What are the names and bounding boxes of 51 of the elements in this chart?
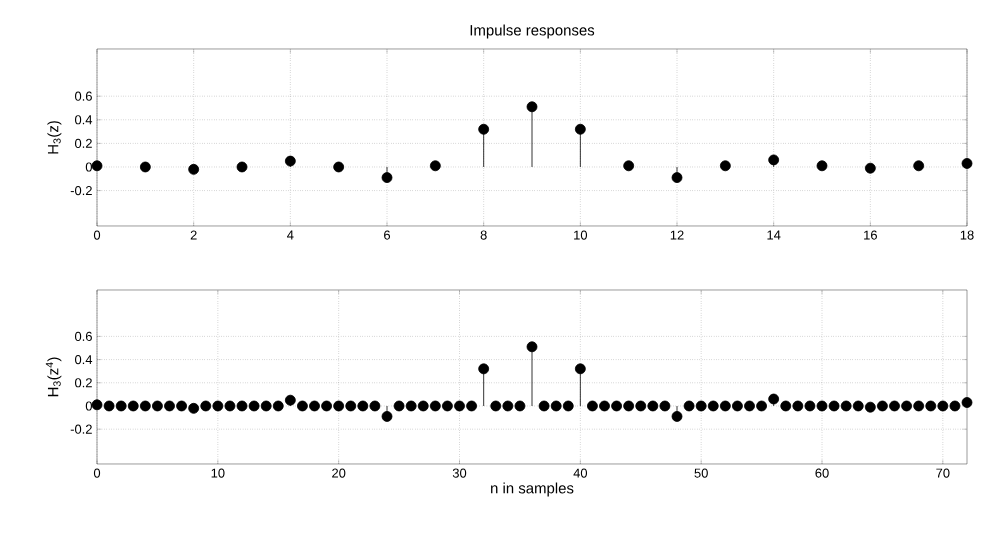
y-tick-label: 0.4 — [74, 355, 93, 365]
x-tick-label: 8 — [480, 230, 487, 240]
x-tick-label: 60 — [815, 468, 829, 478]
x-tick-label: 70 — [936, 468, 950, 478]
point — [333, 161, 345, 173]
x-tick-label: 0 — [93, 230, 101, 240]
point — [671, 172, 683, 183]
x-axis-title: n in samples — [491, 482, 574, 497]
y-tick-label: 0.6 — [74, 91, 92, 101]
point — [139, 161, 151, 173]
x-tick-label: 18 — [960, 230, 974, 240]
point — [381, 172, 393, 183]
point — [719, 160, 731, 172]
point — [864, 162, 876, 174]
x-tick-label: 0 — [93, 468, 101, 478]
x-tick-label: 10 — [211, 468, 225, 478]
x-tick-label: 10 — [574, 230, 588, 240]
point — [91, 160, 103, 172]
x-tick-label: 40 — [573, 468, 588, 478]
point — [961, 158, 973, 169]
point — [913, 160, 925, 172]
y-tick-label: -0.2 — [70, 424, 92, 434]
x-tick-label: 20 — [332, 468, 346, 478]
point — [623, 160, 635, 172]
x-tick-label: 50 — [694, 468, 708, 478]
point — [574, 123, 586, 135]
point — [816, 160, 828, 172]
x-tick-label: 14 — [767, 230, 781, 240]
point — [478, 123, 490, 135]
x-tick-label: 6 — [384, 230, 391, 240]
x-tick-label: 4 — [287, 230, 294, 240]
point — [429, 160, 441, 172]
y-tick-label: 0.4 — [74, 115, 93, 125]
point — [188, 163, 200, 175]
y-tick-label: 0 — [85, 162, 92, 172]
point — [768, 154, 780, 166]
y-tick-label: 0.2 — [74, 138, 92, 148]
y-tick-label: 0.6 — [74, 331, 92, 341]
y-axis-title: H$_{3}$(z$^{4}$) — [45, 357, 62, 397]
x-tick-label: 30 — [452, 468, 467, 478]
x-tick-label: 16 — [864, 230, 877, 240]
y-axis-title: H$_{3}$(z) — [47, 121, 62, 154]
y-tick-label: -0.2 — [70, 186, 92, 196]
point — [526, 101, 538, 113]
x-tick-label: 2 — [190, 230, 197, 240]
point — [236, 161, 248, 173]
point — [284, 155, 296, 167]
x-tick-label: 12 — [670, 230, 684, 240]
y-tick-label: 0 — [85, 401, 92, 411]
chart-title: Impulse responses — [470, 24, 595, 39]
y-tick-label: 0.2 — [74, 378, 92, 388]
